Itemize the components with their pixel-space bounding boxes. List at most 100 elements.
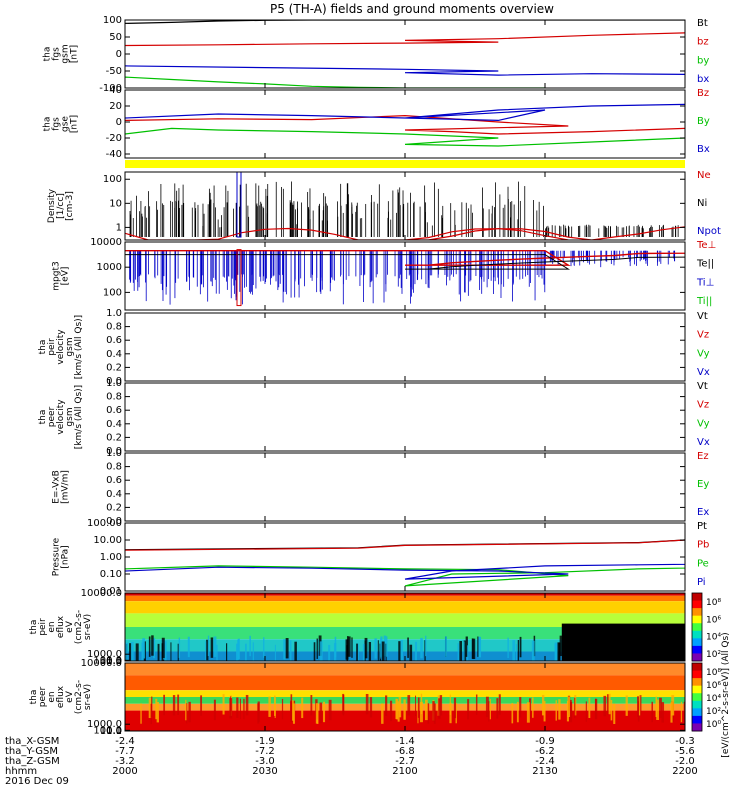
y-tick-label: 100.0 xyxy=(93,725,122,736)
colorbar-tick-label: 10⁰ xyxy=(706,720,721,730)
y-tick-label: 1.0 xyxy=(106,726,122,737)
y-axis-label-line: tha xyxy=(38,340,48,355)
spectrogram-streak xyxy=(519,697,522,718)
series-line-pe xyxy=(125,564,685,587)
colorbar-segment xyxy=(692,653,702,662)
spectrogram-streak xyxy=(407,695,411,716)
spectrogram-streak xyxy=(161,637,165,659)
y-tick-label: 1.0 xyxy=(106,378,122,389)
y-tick-label: 0 xyxy=(116,117,122,128)
colorbar-segment xyxy=(692,593,702,602)
spectrogram-streak xyxy=(585,701,587,722)
y-axis-label-line: sr-eV) xyxy=(83,614,93,640)
series-line-bz xyxy=(125,25,685,47)
y-tick-label: 0.1 xyxy=(106,726,122,737)
y-axis-label-line: sr-eV) xyxy=(83,684,93,710)
spectrogram-streak xyxy=(559,635,563,657)
spectrogram-streak xyxy=(301,697,304,719)
spectrogram-streak xyxy=(156,701,159,723)
spectrogram-streak xyxy=(467,645,469,661)
spectrogram-streak xyxy=(369,697,373,718)
series-line-bz xyxy=(125,114,685,135)
series-line-ne xyxy=(125,226,685,240)
spectrogram-streak xyxy=(414,641,418,661)
y-axis-label-line: Density xyxy=(47,188,57,223)
series-line-bx xyxy=(125,65,685,76)
spectrogram-streak xyxy=(555,700,557,721)
y-tick-label: 10.0 xyxy=(100,726,122,737)
y-tick-label: 100.00 xyxy=(87,518,122,529)
y-tick-label: 0.0 xyxy=(106,516,122,527)
legend-entry: Vz xyxy=(697,400,709,411)
colorbar-segment xyxy=(692,630,702,639)
spectrogram-streak xyxy=(400,639,403,661)
panel-efield: E=-VxB [mV/m] xyxy=(52,452,686,522)
colorbar-segment xyxy=(692,723,702,732)
y-tick-label: 0.8 xyxy=(106,392,122,403)
colorbar-segment xyxy=(692,608,702,617)
y-tick-label: 0.4 xyxy=(106,349,122,360)
y-axis-label-density: Density [1/cc] [cm-3] xyxy=(47,188,75,223)
spectrogram-streak xyxy=(574,697,576,719)
spectrogram-streak xyxy=(207,635,210,657)
colorbar-label-text: [eV/(cm^2-s-sr-eV)] (All Qs) xyxy=(721,632,731,757)
spectrogram-streak xyxy=(236,697,239,718)
spectrogram-streak xyxy=(457,643,460,661)
spectrogram-streak xyxy=(319,641,323,661)
spectrogram-streak xyxy=(342,693,345,715)
legend-entry: Bx xyxy=(697,144,710,155)
spectrogram-band xyxy=(125,675,685,691)
spectrogram-streak xyxy=(606,694,609,715)
spectrogram-streak xyxy=(438,698,441,719)
y-tick-label: 0.6 xyxy=(106,475,122,486)
y-tick-label: 1.0 xyxy=(106,656,122,667)
spectrogram-streak xyxy=(455,702,457,724)
y-tick-label: 100 xyxy=(103,174,122,185)
legend-entry: Pb xyxy=(697,540,709,551)
spectrogram-streak xyxy=(239,698,241,720)
y-axis-label-line: eflux xyxy=(56,615,66,638)
legend-entry: Pi xyxy=(697,577,706,588)
y-axis-label-peer_spec: tha peer en eflux eV (cm2-s-sr-eV) xyxy=(29,680,93,714)
colorbar-tick-label: 10⁸ xyxy=(706,668,721,678)
spectrogram-streak xyxy=(334,636,337,658)
spectrogram-streak xyxy=(444,636,447,657)
spectrogram-streak xyxy=(407,637,409,658)
y-axis-label-fgs_gse: tha fgs gse [nT] xyxy=(43,115,80,133)
x-axis-gsm-x-value: -0.9 xyxy=(535,736,555,747)
series-line-pb xyxy=(125,539,685,551)
spectrogram-streak xyxy=(186,703,188,724)
x-axis-gsm-z-value: -3.2 xyxy=(115,756,135,767)
spectrogram-streak xyxy=(398,696,402,718)
x-axis-row-label: hhmm xyxy=(5,766,37,777)
y-axis-label-line: en xyxy=(47,691,57,702)
y-axis-label-line: peer xyxy=(38,686,48,707)
colorbar-segment xyxy=(692,600,702,609)
y-tick-label: 50 xyxy=(109,32,122,43)
y-axis-label-line: mpgt3 xyxy=(52,261,62,290)
y-axis-label-line: [eV] xyxy=(61,267,71,286)
y-tick-label: 10.00 xyxy=(93,535,122,546)
spectrogram-streak xyxy=(252,642,254,661)
spectrogram-streak xyxy=(163,694,166,716)
y-axis-label-line: E=-VxB xyxy=(52,470,62,504)
spectrogram-streak xyxy=(177,694,180,715)
y-axis-label-line: [km/s (All Qs)] xyxy=(74,315,84,379)
spectrogram-streak xyxy=(289,640,292,661)
spectrogram-streak xyxy=(395,698,398,720)
y-tick-label: 0.8 xyxy=(106,322,122,333)
y-axis-label-line: gsm xyxy=(65,407,75,426)
colorbar-tick-label: 10⁸ xyxy=(706,598,721,608)
legend-entry: bz xyxy=(697,37,709,48)
spectrogram-streak xyxy=(680,701,683,723)
spectrogram-streak xyxy=(529,698,532,719)
spectrogram-streak xyxy=(294,641,297,661)
plot-area-peir_spec xyxy=(125,593,685,661)
spectrogram-streak xyxy=(237,639,239,660)
y-tick-label: 0.2 xyxy=(106,362,122,373)
y-axis-label-line: velocity xyxy=(56,399,66,435)
spectrogram-streak xyxy=(511,702,514,724)
y-axis-label-line: tha xyxy=(43,117,53,132)
y-tick-label: 10 xyxy=(109,198,122,209)
spectrogram-streak xyxy=(205,641,207,661)
